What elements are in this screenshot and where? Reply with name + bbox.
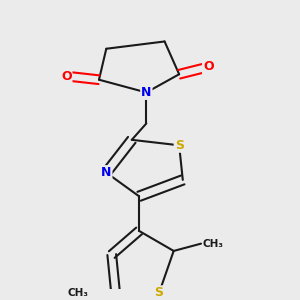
Text: S: S <box>175 139 184 152</box>
Text: O: O <box>203 61 214 74</box>
Text: N: N <box>141 86 152 99</box>
Text: O: O <box>61 70 71 83</box>
Text: S: S <box>154 286 164 299</box>
Text: CH₃: CH₃ <box>203 238 224 249</box>
Text: N: N <box>101 166 112 179</box>
Text: CH₃: CH₃ <box>67 288 88 298</box>
